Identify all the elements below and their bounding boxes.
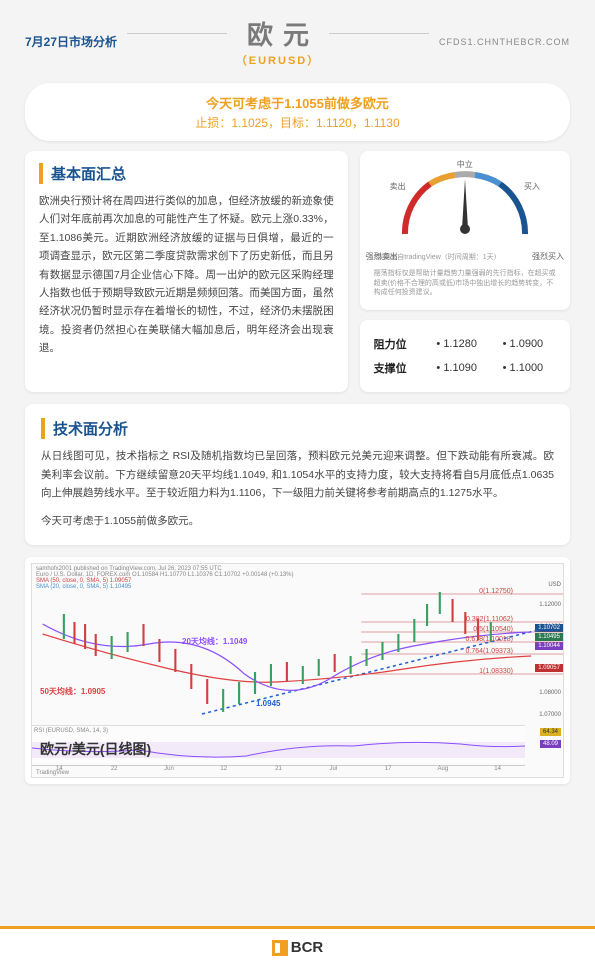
- gauge-disclaimer: 摆荡指标仅是帮助计量趋势力量强弱的先行指标，在超买或超卖(价格不合理的高或低)市…: [374, 269, 556, 298]
- recommendation-box: 今天可考虑于1.1055前做多欧元 止损：1.1025，目标：1.1120，1.…: [25, 83, 570, 141]
- x-axis: 1422 Jun12 21Jul 17Aug 14: [32, 765, 525, 777]
- rsi-val2: 48.09: [540, 740, 561, 748]
- technical-card: 技术面分析 从日线图可见，技术指标之 RSI及随机指数均已呈回落，预料欧元兑美元…: [25, 404, 570, 545]
- title-block: 欧元 （EURUSD）: [117, 15, 439, 68]
- content-row: 基本面汇总 欧洲央行预计将在周四进行类似的加息，但经济放缓的新迹象使人们对年底前…: [0, 151, 595, 392]
- rsi-val1: 64.34: [540, 728, 561, 736]
- support-1: • 1.1090: [424, 362, 490, 374]
- tv-watermark: TradingView: [36, 770, 69, 776]
- main-title: 欧元: [247, 15, 319, 52]
- resistance-2: • 1.0900: [490, 338, 556, 350]
- footer: BCR: [0, 926, 595, 966]
- recommend-line1: 今天可考虑于1.1055前做多欧元: [45, 93, 550, 112]
- technical-body2: 今天可考虑于1.1055前做多欧元。: [41, 512, 554, 530]
- annot-ma50: 50天均线：1.0905: [40, 686, 105, 697]
- gauge-card: 强烈卖出 卖出 中立 买入 强烈买入 *数据来自tradingView（时间周期…: [360, 151, 570, 310]
- header: 7月27日市场分析 欧元 （EURUSD） CFDS1.CHNTHEBCR.CO…: [0, 0, 595, 73]
- footer-logo: BCR: [272, 939, 324, 956]
- technical-title: 技术面分析: [41, 418, 554, 439]
- rsi-label: RSI (EURUSD, SMA, 14, 3): [32, 726, 525, 736]
- levels-card: 阻力位 • 1.1280 • 1.0900 支撑位 • 1.1090 • 1.1…: [360, 320, 570, 392]
- source-url: CFDS1.CHNTHEBCR.COM: [439, 37, 570, 47]
- annot-ma20: 20天均线：1.1049: [182, 636, 247, 647]
- gauge-buy: 买入: [524, 181, 540, 192]
- fib-764: 0.764(1.09373): [466, 648, 513, 655]
- fundamental-body: 欧洲央行预计将在周四进行类似的加息，但经济放缓的新迹象使人们对年底前再次加息的可…: [39, 192, 334, 357]
- fundamental-card: 基本面汇总 欧洲央行预计将在周四进行类似的加息，但经济放缓的新迹象使人们对年底前…: [25, 151, 348, 392]
- fib-382: 0.382(1.11062): [466, 616, 513, 623]
- chart-card: samhofx2001 published on TradingView.com…: [25, 557, 570, 784]
- fib-618: 0.618(1.10018): [466, 636, 513, 643]
- gauge-sell: 卖出: [390, 181, 406, 192]
- fib-1: 1(1.08330): [479, 668, 513, 675]
- technical-body1: 从日线图可见，技术指标之 RSI及随机指数均已呈回落，预料欧元兑美元迎来调整。但…: [41, 447, 554, 502]
- support-2: • 1.1000: [490, 362, 556, 374]
- fib-0: 0(1.12750): [479, 588, 513, 595]
- gauge-neutral: 中立: [360, 159, 570, 170]
- recommend-line2: 止损：1.1025，目标：1.1120，1.1130: [45, 114, 550, 131]
- symbol-label: （EURUSD）: [117, 52, 439, 68]
- gauge-source: *数据来自tradingView（时间周期：1天）: [374, 253, 556, 263]
- date-label: 7月27日市场分析: [25, 33, 117, 50]
- chart-inset-title: 欧元/美元(日线图): [40, 739, 151, 759]
- fib-5: 0.5(1.10540): [473, 626, 513, 633]
- gauge-strong-sell: 强烈卖出: [366, 251, 398, 262]
- logo-icon: [272, 940, 288, 956]
- support-label: 支撑位: [374, 360, 424, 376]
- gauge-strong-buy: 强烈买入: [532, 251, 564, 262]
- resistance-1: • 1.1280: [424, 338, 490, 350]
- resistance-label: 阻力位: [374, 336, 424, 352]
- chart-area: samhofx2001 published on TradingView.com…: [31, 563, 564, 778]
- annot-low: 1.0945: [256, 699, 280, 708]
- fundamental-title: 基本面汇总: [39, 163, 334, 184]
- gauge-icon: [390, 159, 540, 244]
